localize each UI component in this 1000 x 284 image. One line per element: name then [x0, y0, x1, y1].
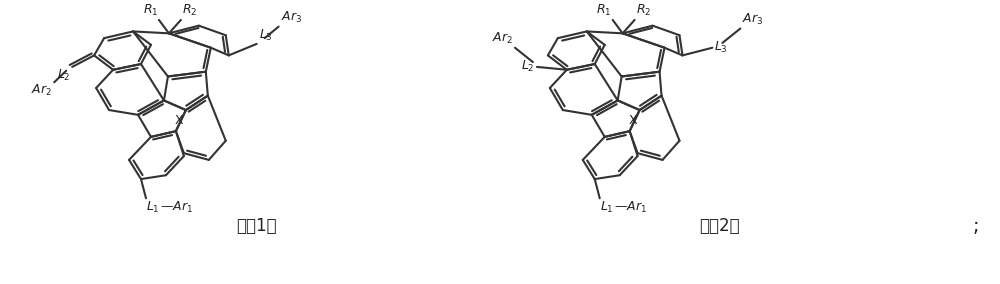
Text: $L_3$: $L_3$ — [714, 40, 728, 55]
Text: $L_1$: $L_1$ — [600, 200, 613, 215]
Text: $L_3$: $L_3$ — [259, 28, 273, 43]
Text: $L_2$: $L_2$ — [57, 68, 70, 83]
Text: $R_1$: $R_1$ — [596, 3, 612, 18]
Text: 式（2）: 式（2） — [699, 218, 740, 235]
Text: $Ar_2$: $Ar_2$ — [31, 83, 52, 98]
Text: $—Ar_1$: $—Ar_1$ — [160, 200, 193, 215]
Text: $R_2$: $R_2$ — [636, 3, 651, 18]
Text: $L_2$: $L_2$ — [521, 59, 535, 74]
Text: $—Ar_1$: $—Ar_1$ — [614, 200, 647, 215]
Text: $Ar_3$: $Ar_3$ — [281, 10, 302, 25]
Text: X: X — [175, 114, 184, 127]
Text: $Ar_3$: $Ar_3$ — [742, 12, 764, 27]
Text: $R_2$: $R_2$ — [182, 3, 197, 18]
Text: $L_1$: $L_1$ — [146, 200, 160, 215]
Text: $Ar_2$: $Ar_2$ — [492, 31, 513, 46]
Text: X: X — [629, 114, 637, 127]
Text: 式（1）: 式（1） — [236, 218, 276, 235]
Text: ;: ; — [972, 218, 979, 236]
Text: $R_1$: $R_1$ — [143, 3, 158, 18]
